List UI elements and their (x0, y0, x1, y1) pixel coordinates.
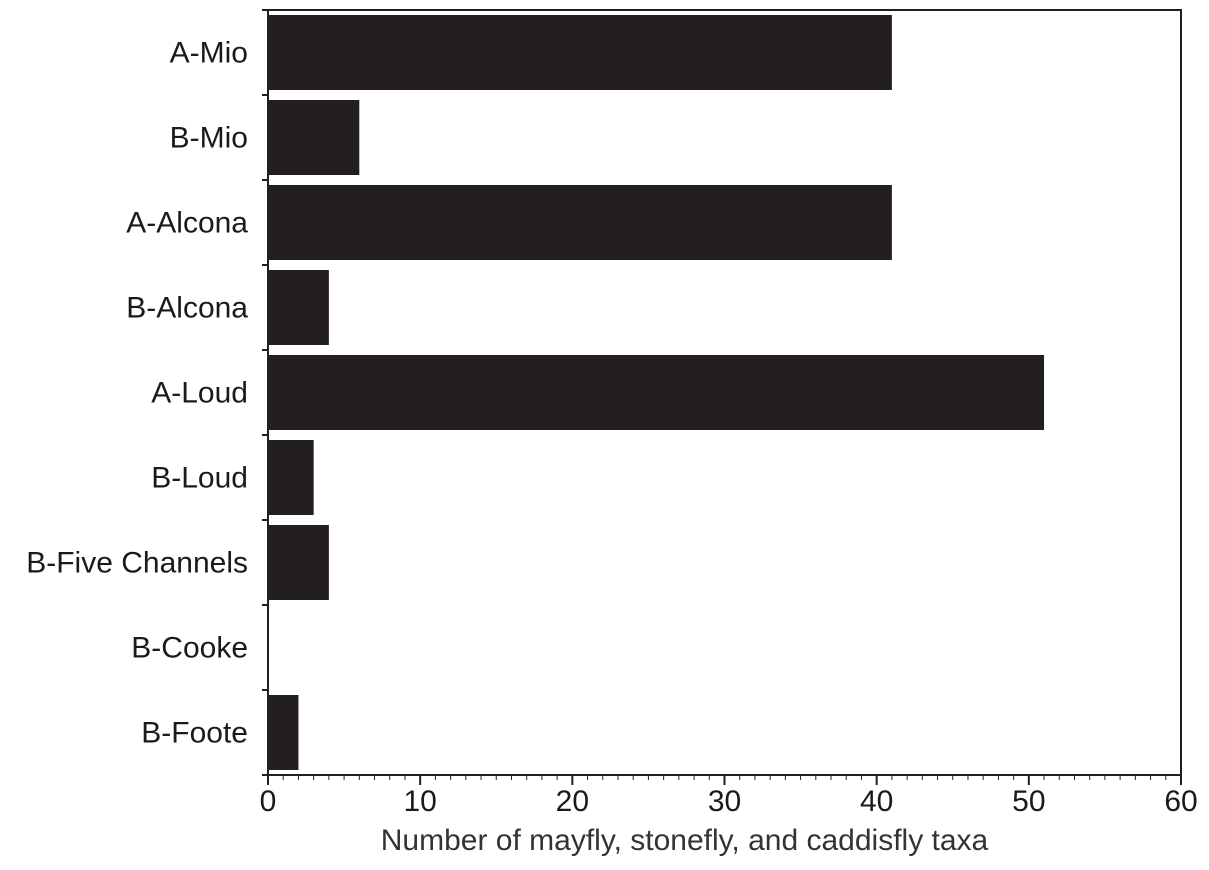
x-axis-tick-labels: 0 10 20 30 40 50 60 (260, 785, 1198, 818)
x-axis-ticks (267, 775, 1182, 785)
bar-b-loud (268, 440, 314, 515)
x-tick-label: 20 (556, 785, 589, 818)
y-axis-category-labels: A-Mio B-Mio A-Alcona B-Alcona A-Loud B-Loud B-… (26, 37, 248, 750)
bar-b-foote (268, 695, 299, 770)
x-tick-label: 60 (1164, 785, 1197, 818)
x-tick-label: 50 (1012, 785, 1045, 818)
y-category-label: B-Cooke (131, 632, 248, 665)
y-category-label: B-Foote (141, 717, 248, 750)
bar-b-mio (268, 100, 360, 175)
x-tick-label: 10 (403, 785, 436, 818)
bar-a-mio (268, 15, 892, 90)
bar-b-five-channels (268, 525, 329, 600)
x-tick-label: 30 (708, 785, 741, 818)
y-category-label: A-Alcona (126, 207, 248, 240)
y-category-label: B-Five Channels (26, 547, 248, 580)
y-category-label: B-Alcona (126, 292, 248, 325)
bars-group (268, 15, 1045, 770)
y-category-label: B-Loud (151, 462, 248, 495)
y-category-label: B-Mio (170, 122, 248, 155)
x-tick-label: 40 (860, 785, 893, 818)
y-category-label: A-Loud (151, 377, 248, 410)
bar-a-alcona (268, 185, 892, 260)
bar-b-alcona (268, 270, 329, 345)
bar-a-loud (268, 355, 1045, 430)
x-tick-label: 0 (260, 785, 277, 818)
x-axis-title: Number of mayfly, stonefly, and caddisfl… (381, 824, 989, 857)
y-category-label: A-Mio (170, 37, 248, 70)
